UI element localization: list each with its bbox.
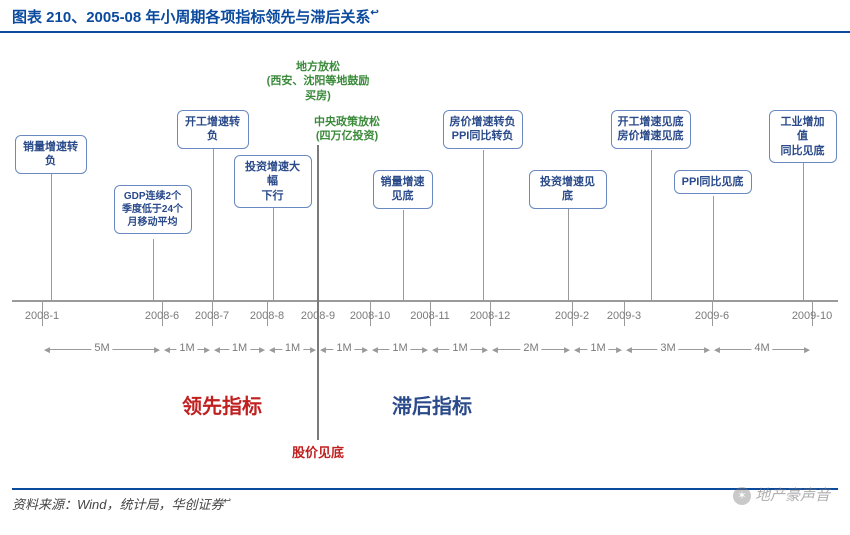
event-box: 房价增速转负 PPI同比转负	[443, 110, 523, 149]
event-box: 开工增速转负	[177, 110, 249, 149]
tick-label: 2008-7	[195, 310, 229, 322]
timeline-diagram: 2008-12008-62008-72008-82008-92008-10200…	[12, 40, 838, 460]
event-box: 投资增速大幅 下行	[234, 155, 312, 208]
tick-label: 2009-3	[607, 310, 641, 322]
wechat-icon: ✶	[733, 487, 751, 505]
duration-segment: ◄►1M	[430, 340, 490, 360]
duration-segment: ◄►1M	[267, 340, 318, 360]
tick-label: 2008-10	[350, 310, 390, 322]
tick-label: 2008-8	[250, 310, 284, 322]
timeline-axis	[12, 300, 838, 302]
title-text: 图表 210、2005-08 年小周期各项指标领先与滞后关系	[12, 9, 370, 26]
duration-segment: ◄►4M	[712, 340, 812, 360]
event-box: GDP连续2个 季度低于24个 月移动平均	[114, 185, 192, 234]
source-footer: 资料来源：Wind，统计局，华创证券↩	[12, 488, 838, 513]
category-label: 领先指标	[182, 390, 262, 419]
event-stem	[213, 136, 214, 300]
duration-row: ◄►5M◄►1M◄►1M◄►1M◄►1M◄►1M◄►1M◄►2M◄►1M◄►3M…	[12, 340, 838, 360]
policy-label: 地方放松 (西安、沈阳等地鼓励 买房)	[267, 60, 370, 103]
event-stem	[713, 196, 714, 300]
event-stem	[651, 150, 652, 300]
event-box: 工业增加值 同比见底	[769, 110, 837, 163]
duration-segment: ◄►1M	[572, 340, 624, 360]
event-box: PPI同比见底	[674, 170, 752, 194]
title-marker: ↩	[370, 8, 378, 19]
chart-title: 图表 210、2005-08 年小周期各项指标领先与滞后关系↩	[0, 0, 850, 33]
event-box: 销量增速 见底	[373, 170, 433, 209]
duration-segment: ◄►2M	[490, 340, 572, 360]
event-box: 销量增速转负	[15, 135, 87, 174]
tick-label: 2008-12	[470, 310, 510, 322]
center-label: 股价见底	[292, 442, 344, 461]
source-text: 资料来源：Wind，统计局，华创证券	[12, 497, 224, 512]
source-marker: ↩	[224, 496, 232, 506]
event-box: 开工增速见底 房价增速见底	[611, 110, 691, 149]
watermark: ✶地产豪声音	[733, 484, 830, 505]
event-stem	[483, 150, 484, 300]
duration-segment: ◄►5M	[42, 340, 162, 360]
duration-segment: ◄►1M	[162, 340, 212, 360]
tick-label: 2009-10	[792, 310, 832, 322]
duration-segment: ◄►1M	[212, 340, 267, 360]
event-box: 投资增速见底	[529, 170, 607, 209]
center-divider	[317, 145, 319, 440]
duration-segment: ◄►1M	[370, 340, 430, 360]
tick-label: 2008-6	[145, 310, 179, 322]
event-stem	[51, 161, 52, 300]
tick-label: 2009-2	[555, 310, 589, 322]
event-stem	[153, 239, 154, 300]
duration-segment: ◄►3M	[624, 340, 712, 360]
category-label: 滞后指标	[392, 390, 472, 419]
tick-label: 2008-1	[25, 310, 59, 322]
tick-label: 2008-11	[410, 310, 450, 322]
duration-segment: ◄►1M	[318, 340, 370, 360]
tick-label: 2009-6	[695, 310, 729, 322]
policy-label: 中央政策放松 (四万亿投资)	[314, 115, 380, 144]
event-stem	[568, 196, 569, 300]
event-stem	[803, 150, 804, 300]
event-stem	[273, 195, 274, 300]
event-stem	[403, 210, 404, 300]
